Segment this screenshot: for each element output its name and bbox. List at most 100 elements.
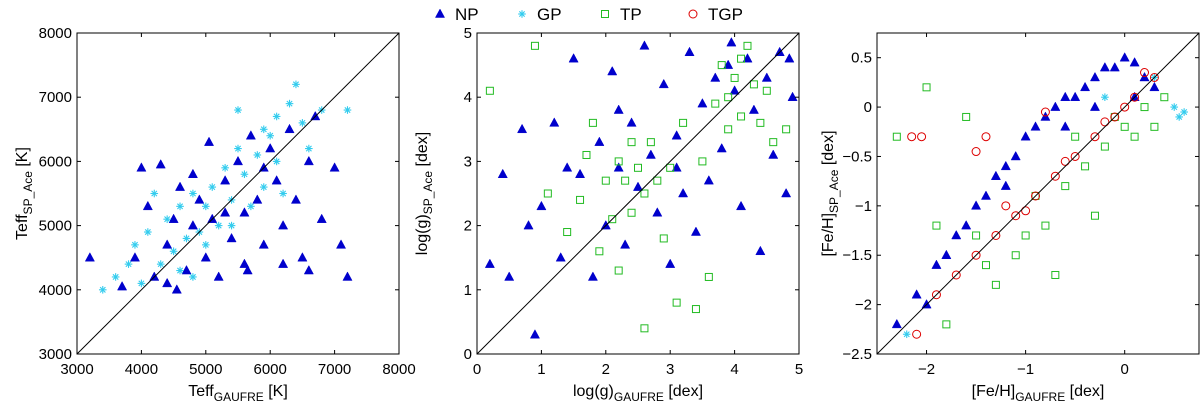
y-tick-label: 0.5: [851, 50, 872, 67]
point-tp: [762, 86, 771, 95]
x-axis-label: log(g)GAUFRE [dex]: [573, 383, 703, 404]
point-np: [671, 162, 682, 172]
point-np: [523, 220, 534, 230]
point-np: [971, 200, 982, 210]
point-gp: [305, 144, 313, 153]
x-tick-label: −1: [1017, 361, 1034, 378]
y-tick-label: 5000: [39, 218, 72, 235]
legend-label-gp: GP: [537, 5, 562, 24]
point-gp: [1180, 108, 1188, 116]
points: [891, 52, 1188, 339]
point-tgp: [1001, 201, 1011, 211]
y-tick-label: 8000: [39, 25, 72, 42]
point-tp: [576, 195, 585, 204]
point-np: [961, 220, 972, 230]
point-gp: [259, 183, 268, 191]
point-np: [1149, 81, 1160, 92]
x-tick-label: 3000: [60, 361, 93, 378]
y-tick-label: −2: [855, 297, 872, 314]
point-np: [484, 258, 495, 268]
point-np: [310, 110, 321, 121]
point-np: [239, 207, 250, 217]
point-np: [1109, 62, 1120, 72]
point-tp: [1081, 162, 1090, 171]
point-np: [200, 252, 211, 262]
point-np: [168, 213, 179, 223]
point-tp: [595, 247, 604, 256]
y-tick-label: 1: [464, 282, 472, 299]
point-gp: [163, 215, 171, 223]
point-np: [549, 117, 560, 127]
point-tp: [659, 234, 668, 243]
point-np: [921, 299, 932, 309]
point-tp: [530, 41, 539, 50]
point-gp: [298, 119, 307, 127]
point-tp: [485, 86, 494, 95]
point-tp: [892, 132, 901, 141]
point-np: [316, 213, 327, 223]
point-gp: [292, 80, 300, 89]
point-np: [690, 226, 701, 236]
x-tick-label: 0: [1121, 361, 1129, 378]
point-gp: [240, 170, 249, 179]
point-np: [990, 170, 1001, 180]
point-np: [626, 117, 637, 127]
y-axis-label: TeffSP_Ace [K]: [14, 147, 35, 240]
point-np: [1129, 57, 1140, 67]
point-tp: [724, 93, 733, 102]
point-tp: [666, 163, 675, 172]
x-tick-label: 7000: [318, 361, 351, 378]
point-np: [1010, 150, 1021, 161]
x-axis-label: TeffGAUFRE [K]: [188, 383, 288, 404]
point-tp: [756, 118, 765, 127]
point-np: [1060, 121, 1071, 131]
panels: 3000 4000 5000 6000 7000 80003000400050006000…: [14, 25, 1200, 404]
point-np: [1070, 91, 1081, 101]
panel-1: 3000 4000 5000 6000 7000 8000 3000 4000 5000 6000…: [14, 25, 416, 404]
point-np: [194, 194, 205, 204]
point-gp: [98, 286, 107, 294]
one-to-one-line: [877, 33, 1199, 354]
point-np: [162, 239, 173, 249]
point-np: [181, 265, 192, 275]
point-tgp: [1050, 171, 1060, 181]
point-np: [1119, 52, 1130, 62]
point-np: [613, 162, 624, 172]
point-gp: [214, 221, 223, 230]
point-tp: [653, 176, 662, 185]
point-tp: [981, 261, 990, 270]
axes-frame: [76, 32, 400, 355]
point-tp: [634, 163, 642, 172]
point-tp: [932, 221, 941, 230]
point-tp: [972, 231, 981, 240]
point-np: [278, 220, 289, 230]
point-np: [736, 200, 747, 211]
y-tick-label: 7000: [39, 89, 72, 106]
point-tp: [601, 176, 610, 185]
point-np: [645, 149, 656, 159]
panel-2: 0 1 2 3 4 5 0 1 2 3 4 5 log(g)GAUFRE [dex] log(g)SP_A…: [414, 25, 803, 404]
point-np: [529, 329, 540, 339]
point-np: [594, 136, 605, 146]
point-gp: [176, 202, 184, 211]
x-tick-label: 2: [602, 361, 610, 378]
point-tgp: [931, 290, 941, 300]
point-gp: [202, 241, 210, 249]
point-np: [784, 53, 795, 63]
point-tp: [962, 112, 971, 121]
point-tp: [737, 112, 746, 121]
point-tgp: [1110, 112, 1120, 122]
point-np: [607, 65, 618, 76]
x-tick-label: 3: [666, 361, 674, 378]
point-gp: [176, 266, 184, 275]
point-tp: [1130, 132, 1139, 141]
point-np: [620, 239, 631, 249]
point-tgp: [1060, 156, 1070, 166]
point-gp: [208, 183, 217, 191]
point-tp: [1061, 182, 1070, 191]
point-tp: [1041, 221, 1050, 230]
point-np: [703, 175, 714, 185]
point-tp: [1051, 270, 1060, 279]
point-np: [723, 59, 734, 69]
point-tgp: [1140, 68, 1150, 78]
